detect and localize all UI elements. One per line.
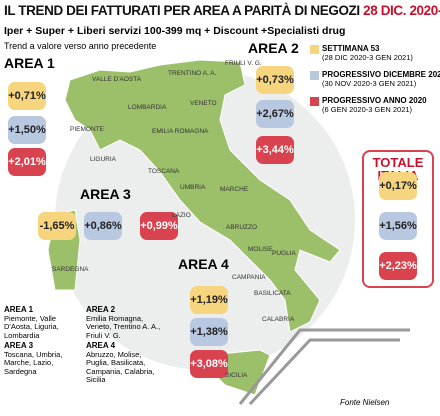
- region-label: PIEMONTE: [70, 126, 104, 133]
- region-label: LOMBARDIA: [128, 104, 167, 111]
- legend-period: (30 NOV 2020-3 GEN 2021): [322, 79, 417, 88]
- source: Fonte Nielsen: [340, 398, 390, 407]
- key-regions: Toscana, Umbria, Marche, Lazio, Sardegna: [4, 349, 63, 376]
- legend-swatch: [310, 45, 319, 54]
- region-label: CAMPANIA: [232, 274, 266, 281]
- region-label: TOSCANA: [148, 168, 180, 175]
- legend-label: SETTIMANA 53: [322, 44, 380, 53]
- area-value: +0,73%: [256, 66, 294, 94]
- area-name: AREA 2: [248, 40, 299, 56]
- total-box: [362, 150, 434, 288]
- region-label: VENETO: [190, 100, 217, 107]
- key-regions: Piemonte, Valle D'Aosta, Liguria, Lombar…: [4, 313, 59, 340]
- region-label: ABRUZZO: [226, 224, 258, 231]
- area-value: +3,44%: [256, 136, 294, 164]
- region-label: LIGURIA: [90, 156, 117, 163]
- note: Trend a valore verso anno precedente: [4, 41, 157, 51]
- legend-item: PROGRESSIVO DICEMBRE 2020 (30 NOV 2020-3 …: [310, 70, 440, 88]
- key-name: AREA 3: [4, 341, 34, 350]
- area-name: AREA 1: [4, 55, 55, 71]
- area-value: +1,19%: [190, 286, 228, 314]
- region-label: BASILICATA: [254, 290, 291, 297]
- region-label: VALLE D'AOSTA: [92, 76, 142, 83]
- region-label: MOLISE: [248, 246, 273, 253]
- legend-period: (28 DIC 2020-3 GEN 2021): [322, 53, 413, 62]
- legend-label: PROGRESSIVO DICEMBRE 2020: [322, 70, 440, 79]
- area-value: +3,08%: [190, 350, 228, 378]
- key-regions: Emilia Romagna, Veneto, Trentino A. A., …: [86, 313, 161, 340]
- key-name: AREA 4: [86, 341, 116, 350]
- title: IL TREND DEI FATTURATI PER AREA A PARITÀ…: [4, 3, 440, 18]
- key-item: AREA 3 Toscana, Umbria, Marche, Lazio, Sa…: [4, 341, 84, 376]
- area-value: +1,50%: [8, 116, 46, 144]
- region-label: CALABRIA: [262, 316, 295, 323]
- cart: [238, 328, 410, 406]
- area-value: +2,67%: [256, 100, 294, 128]
- legend-swatch: [310, 97, 319, 106]
- region-label: LAZIO: [172, 212, 191, 219]
- total-value: +2,23%: [379, 252, 417, 280]
- region-label: TRENTINO A. A.: [168, 70, 217, 77]
- key-item: AREA 2 Emilia Romagna, Veneto, Trentino A…: [86, 305, 166, 340]
- subtitle: Iper + Super + Liberi servizi 100-399 mq…: [4, 25, 346, 37]
- region-label: FRIULI V. G.: [225, 60, 262, 67]
- legend-swatch: [310, 71, 319, 80]
- total-value: +0,17%: [379, 172, 417, 200]
- area-value: -1,65%: [38, 212, 76, 240]
- area-value: +0,86%: [84, 212, 122, 240]
- key-name: AREA 2: [86, 305, 116, 314]
- legend-item: SETTIMANA 53 (28 DIC 2020-3 GEN 2021): [310, 44, 440, 62]
- region-label: UMBRIA: [180, 184, 206, 191]
- legend-item: PROGRESSIVO ANNO 2020 (6 GEN 2020-3 GEN 2…: [310, 96, 440, 114]
- region-label: PUGLIA: [272, 250, 296, 257]
- region-label: EMILIA ROMAGNA: [152, 128, 209, 135]
- key-name: AREA 1: [4, 305, 34, 314]
- area-value: +0,99%: [140, 212, 178, 240]
- total-value: +1,56%: [379, 212, 417, 240]
- area-name: AREA 3: [80, 186, 131, 202]
- key-item: AREA 4 Abruzzo, Molise, Puglia, Basilicat…: [86, 341, 166, 385]
- key-item: AREA 1 Piemonte, Valle D'Aosta, Liguria, …: [4, 305, 84, 340]
- region-label: SARDEGNA: [52, 266, 89, 273]
- region-label: SICILIA: [225, 372, 248, 379]
- key-regions: Abruzzo, Molise, Puglia, Basilicata, Cam…: [86, 349, 155, 384]
- area-value: +2,01%: [8, 148, 46, 176]
- legend-period: (6 GEN 2020-3 GEN 2021): [322, 105, 413, 114]
- legend-label: PROGRESSIVO ANNO 2020: [322, 96, 427, 105]
- italy: [64, 59, 341, 333]
- area-value: +0,71%: [8, 82, 46, 110]
- area-name: AREA 4: [178, 256, 229, 272]
- area-value: +1,38%: [190, 318, 228, 346]
- region-label: MARCHE: [220, 186, 249, 193]
